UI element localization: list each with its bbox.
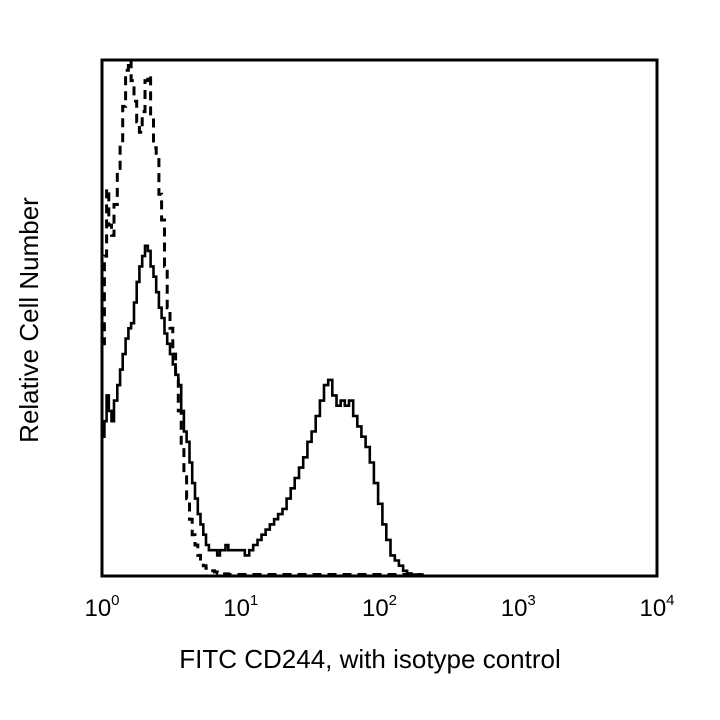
x-tick-label: 103: [501, 592, 536, 622]
cd244-histogram: [102, 244, 424, 576]
series-layer: [102, 58, 424, 576]
isotype-control-histogram: [102, 58, 422, 576]
x-tick-label: 100: [84, 592, 119, 622]
x-tick-layer: 100 101 102 103 104: [84, 592, 674, 622]
y-axis-title: Relative Cell Number: [14, 197, 44, 443]
x-tick-label: 104: [639, 592, 674, 622]
x-tick-label: 102: [362, 592, 397, 622]
x-axis-title: FITC CD244, with isotype control: [179, 644, 560, 674]
x-tick-label: 101: [223, 592, 258, 622]
